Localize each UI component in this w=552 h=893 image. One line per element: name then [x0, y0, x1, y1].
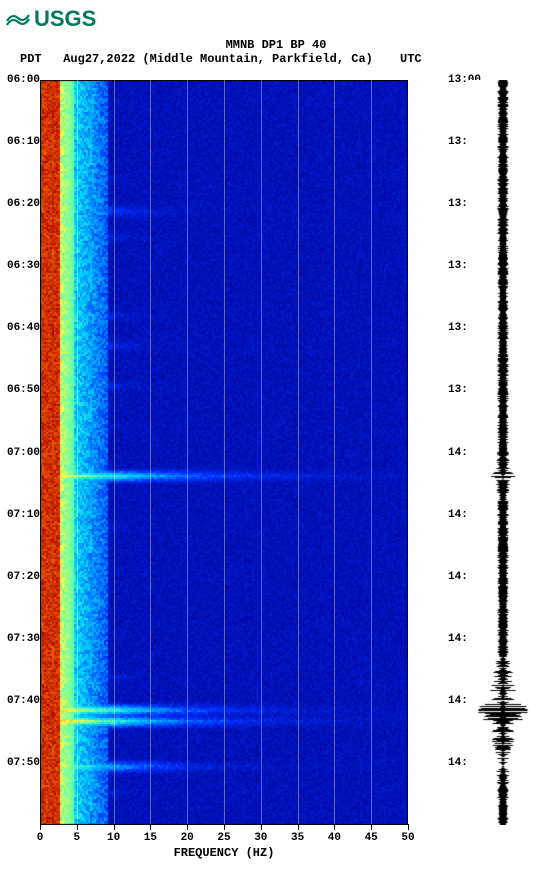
x-axis: 05101520253035404550 FREQUENCY (HZ)	[40, 830, 408, 870]
seismogram-canvas	[468, 80, 538, 825]
x-axis-label: FREQUENCY (HZ)	[40, 846, 408, 860]
spectrogram-plot: 06:0006:1006:2006:3006:4006:5007:0007:10…	[40, 80, 408, 825]
tz-left-label: PDT	[20, 52, 42, 66]
date-location: Aug27,2022 (Middle Mountain, Parkfield, …	[63, 52, 373, 66]
plot-title: MMNB DP1 BP 40	[0, 38, 552, 52]
seismogram-plot	[468, 80, 538, 825]
usgs-logo: USGS	[6, 6, 96, 32]
spectrogram-canvas	[40, 80, 408, 825]
usgs-wave-icon	[6, 6, 30, 32]
plot-subtitle: PDT Aug27,2022 (Middle Mountain, Parkfie…	[20, 52, 373, 66]
usgs-logo-text: USGS	[34, 6, 96, 32]
tz-right-label: UTC	[400, 52, 422, 66]
